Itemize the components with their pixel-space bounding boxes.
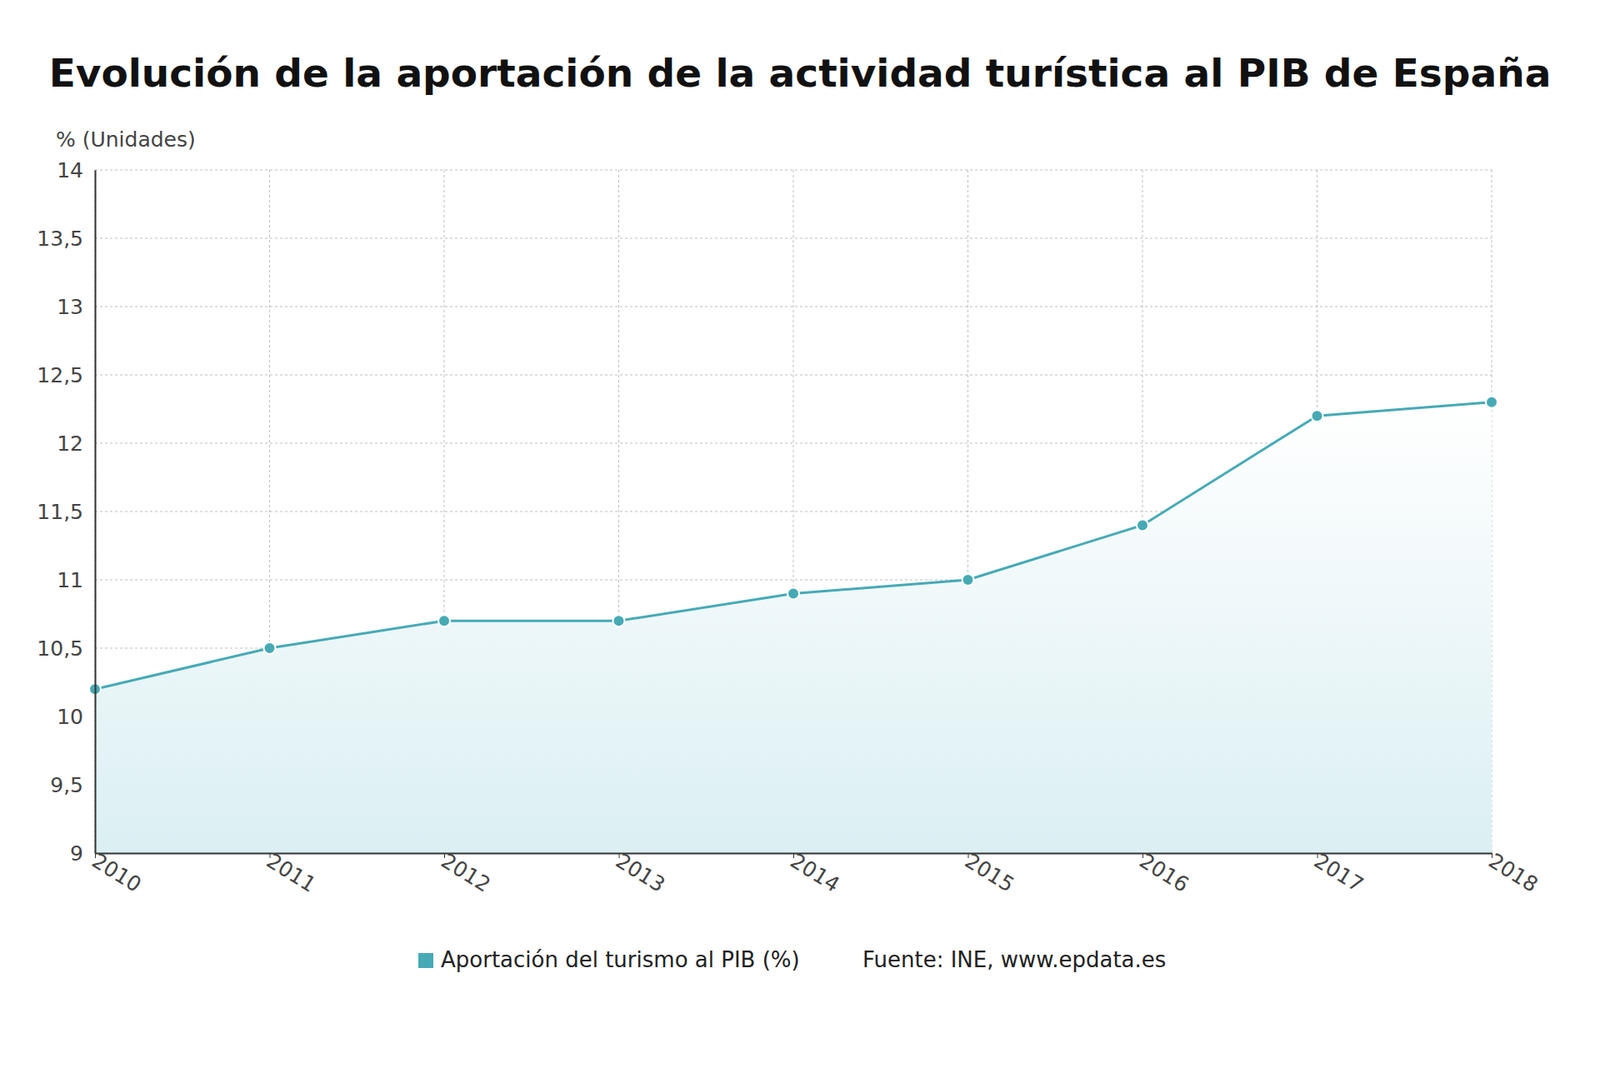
y-axis: 9 9,5 10 10,5 11 11,5 12 12,5 13 13,5 14 (36, 158, 95, 866)
point (787, 587, 800, 600)
y-axis-line (95, 170, 97, 855)
source: Fuente: INE, www.epdata.es (862, 947, 1166, 973)
x-tick: 2012 (436, 848, 495, 897)
x-tick-label: 2016 (1135, 848, 1193, 897)
y-tick-label: 11 (56, 568, 84, 593)
y-tick-label: 10 (56, 705, 84, 730)
grid (95, 170, 1492, 854)
x-tick: 2017 (1310, 848, 1368, 897)
x-tick: 2014 (785, 848, 844, 897)
x-tick-label: 2015 (960, 848, 1019, 897)
legend-swatch (418, 953, 434, 969)
x-tick: 2018 (1484, 848, 1542, 897)
area (95, 402, 1492, 854)
point (1485, 396, 1498, 409)
x-tick-label: 2013 (611, 848, 670, 897)
line (95, 402, 1492, 690)
point (962, 574, 975, 586)
x-tick-label: 2017 (1310, 848, 1368, 897)
x-tick-label: 2018 (1484, 848, 1542, 897)
y-tick-label: 10,5 (36, 636, 84, 661)
grid-line-y (95, 238, 1492, 240)
y-tick: 13,5 (36, 226, 95, 251)
y-tick-label: 9 (70, 841, 84, 866)
y-tick: 13 (56, 295, 95, 320)
y-tick: 11 (56, 568, 95, 593)
x-tick-label: 2012 (436, 848, 495, 897)
legend-label: Aportación del turismo al PIB (%) (440, 947, 800, 973)
x-tick-label: 2010 (87, 848, 145, 897)
grid-line-x (95, 170, 96, 854)
x-tick-label: 2011 (262, 848, 320, 897)
point (613, 615, 625, 627)
y-tick-label: 12,5 (36, 363, 84, 388)
y-tick-label: 9,5 (50, 773, 84, 798)
chart: Evolución de la aportación de la activid… (0, 0, 1600, 1078)
x-tick: 2013 (611, 848, 670, 897)
y-tick: 10 (56, 705, 95, 730)
y-tick-label: 14 (56, 158, 84, 183)
point (264, 642, 276, 655)
y-tick: 9,5 (50, 773, 95, 798)
y-axis-title: % (Unidades) (55, 127, 196, 152)
y-tick: 14 (56, 158, 95, 183)
y-tick: 10,5 (36, 636, 95, 661)
y-tick: 9 (70, 841, 95, 866)
y-tick-label: 13 (56, 295, 84, 320)
point (1311, 410, 1324, 422)
y-tick: 12 (56, 431, 95, 456)
x-tick: 2016 (1135, 848, 1193, 897)
y-tick: 12,5 (36, 363, 95, 388)
y-tick-label: 11,5 (36, 500, 84, 525)
x-tick-label: 2014 (785, 848, 844, 897)
title: Evolución de la aportación de la activid… (49, 50, 1552, 96)
legend: Aportación del turismo al PIB (%) (418, 947, 800, 973)
plot-area (89, 396, 1498, 854)
point (438, 615, 450, 627)
y-tick: 11,5 (36, 500, 95, 525)
x-axis: 2010 2011 2012 2013 2014 2015 2016 2017 2018 (87, 848, 1542, 897)
point (1136, 519, 1149, 531)
x-tick: 2010 (87, 848, 145, 897)
y-tick-label: 13,5 (36, 226, 84, 251)
y-tick-label: 12 (56, 431, 84, 456)
x-tick: 2011 (262, 848, 320, 897)
x-tick: 2015 (960, 848, 1019, 897)
